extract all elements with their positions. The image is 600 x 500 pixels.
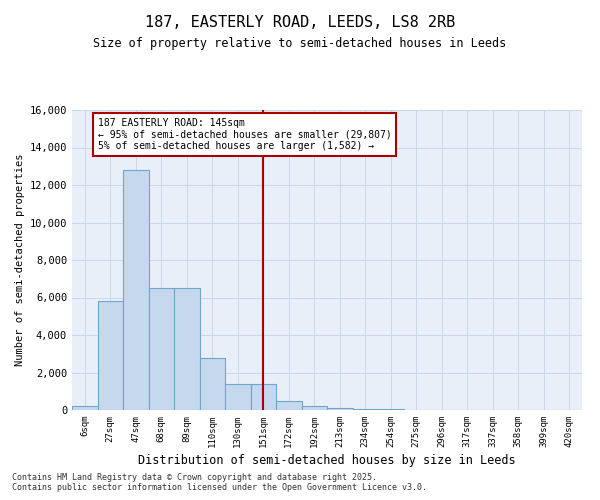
Bar: [199, 358, 225, 410]
Bar: [302, 406, 327, 410]
Bar: [174, 288, 199, 410]
Text: Contains public sector information licensed under the Open Government Licence v3: Contains public sector information licen…: [12, 484, 427, 492]
Text: 187, EASTERLY ROAD, LEEDS, LS8 2RB: 187, EASTERLY ROAD, LEEDS, LS8 2RB: [145, 15, 455, 30]
Bar: [327, 408, 353, 410]
Y-axis label: Number of semi-detached properties: Number of semi-detached properties: [16, 154, 25, 366]
Bar: [225, 384, 251, 410]
Text: 187 EASTERLY ROAD: 145sqm
← 95% of semi-detached houses are smaller (29,807)
5% : 187 EASTERLY ROAD: 145sqm ← 95% of semi-…: [97, 118, 391, 150]
Bar: [149, 288, 174, 410]
Bar: [72, 406, 97, 410]
Bar: [353, 408, 378, 410]
Text: Contains HM Land Registry data © Crown copyright and database right 2025.: Contains HM Land Registry data © Crown c…: [12, 474, 377, 482]
Text: Size of property relative to semi-detached houses in Leeds: Size of property relative to semi-detach…: [94, 38, 506, 51]
Bar: [251, 384, 276, 410]
Bar: [276, 400, 302, 410]
Bar: [123, 170, 149, 410]
X-axis label: Distribution of semi-detached houses by size in Leeds: Distribution of semi-detached houses by …: [138, 454, 516, 467]
Bar: [97, 301, 123, 410]
